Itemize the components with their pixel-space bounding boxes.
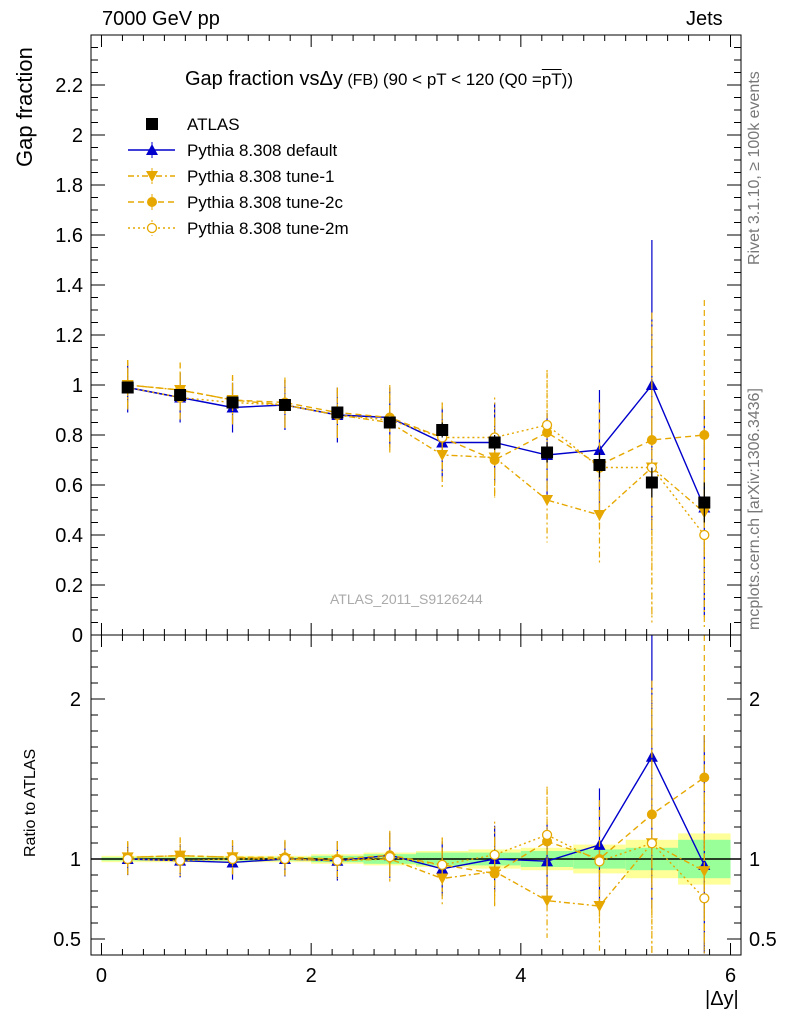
series-atlas-point: [331, 406, 344, 419]
series-atlas-point: [593, 459, 606, 471]
series-tune2m-ratio-point: [174, 855, 186, 866]
x-tick-label: 0: [96, 965, 107, 987]
legend-marker-atlas: [146, 118, 158, 130]
series-tune1-point: [541, 495, 554, 506]
title-overline: pT: [541, 70, 562, 89]
y-axis-title-main: Gap fraction: [12, 47, 37, 167]
legend-label-tune1: Pythia 8.308 tune-1: [187, 167, 334, 186]
series-atlas-point: [121, 381, 134, 394]
series-tune2m-line: [127, 386, 705, 536]
series-atlas-point: [278, 399, 291, 411]
mcplots-label: mcplots.cern.ch [arXiv:1306.3436]: [746, 388, 763, 630]
series-tune2c-ratio-point: [699, 772, 710, 783]
y-tick-label-ratio-right: 2: [749, 689, 760, 711]
header-process: Jets: [686, 8, 723, 30]
series-default-ratio-line: [127, 755, 705, 870]
y-tick-label-main: 1.2: [55, 325, 83, 347]
series-tune2c-point: [489, 455, 500, 465]
y-tick-label-main: 0.8: [55, 425, 83, 447]
series-default-line: [127, 383, 705, 508]
ratio-panel-frame: [90, 634, 742, 956]
series-tune2m-ratio-point: [541, 829, 553, 841]
series-tune1-line: [127, 384, 705, 516]
legend-marker-default: [146, 144, 158, 155]
series-tune2m-ratio-point: [437, 859, 448, 871]
series-tune2m-ratio-point: [699, 893, 710, 904]
series-tune2m-ratio-point: [332, 855, 343, 866]
y-tick-label-main: 0.2: [55, 575, 83, 597]
y-tick-label-main: 1: [72, 375, 83, 397]
series-tune2c-point: [542, 427, 553, 438]
y-tick-label-ratio: 2: [70, 689, 81, 711]
legend-marker-tune2m: [146, 222, 158, 234]
legend-label-tune2m: Pythia 8.308 tune-2m: [187, 219, 349, 238]
series-atlas-point: [541, 446, 554, 459]
y-tick-label-main: 1.8: [55, 175, 83, 197]
analysis-watermark: ATLAS_2011_S9126244: [330, 591, 483, 607]
series-tune2c-line: [127, 384, 705, 466]
series-atlas-point: [174, 389, 187, 401]
y-tick-label-main: 2.2: [55, 75, 83, 97]
legend-label-tune2c: Pythia 8.308 tune-2c: [187, 193, 343, 212]
series-tune2m-point: [541, 419, 553, 431]
y-tick-label-main: 0: [72, 625, 83, 647]
title-rest: (90 < pT < 120 (Q0 =: [382, 70, 542, 89]
legend-label-default: Pythia 8.308 default: [187, 141, 338, 160]
series-atlas-point: [645, 476, 658, 489]
title-small: (FB): [342, 72, 383, 89]
title-end: )): [561, 70, 573, 89]
series-tune2m-ratio-line: [127, 834, 705, 899]
series-tune2m-ratio-point: [594, 856, 605, 867]
chart-title: Gap fraction vsΔy (FB) (90 < pT < 120 (Q…: [185, 68, 573, 91]
series-atlas-point: [383, 416, 396, 429]
series-tune1-ratio-point: [698, 866, 711, 878]
y-tick-label-main: 0.4: [55, 525, 83, 547]
series-tune2m-point: [699, 529, 710, 541]
series-atlas-point: [488, 436, 501, 449]
header-energy: 7000 GeV pp: [102, 8, 220, 30]
y-tick-label-main: 0.6: [55, 475, 83, 497]
y-tick-label-ratio-right: 1: [749, 849, 760, 871]
y-tick-label-main: 1.4: [55, 275, 83, 297]
title-main: Gap fraction vsΔy: [185, 68, 343, 90]
y-tick-label-ratio-right: 0.5: [749, 929, 777, 951]
series-tune2m-ratio-point: [384, 851, 395, 863]
series-tune2m-ratio-point: [646, 838, 658, 849]
legend-label-atlas: ATLAS: [187, 115, 240, 134]
x-tick-label: 6: [725, 965, 736, 987]
series-tune1-ratio-line: [127, 842, 705, 907]
series-tune2m-ratio-point: [227, 853, 238, 865]
series-atlas-point: [436, 424, 449, 436]
series-atlas-point: [698, 496, 711, 509]
series-tune2m-ratio-point: [279, 853, 291, 865]
y-tick-label-ratio: 0.5: [53, 929, 81, 951]
series-tune2c-point: [699, 430, 710, 440]
y-axis-title-ratio: Ratio to ATLAS: [22, 748, 39, 857]
x-axis-title: |Δy|: [705, 988, 739, 1010]
series-tune2c-ratio-point: [646, 809, 657, 820]
series-tune1-ratio-point: [541, 895, 554, 907]
series-tune2m-ratio-point: [489, 849, 500, 860]
legend-marker-tune1: [146, 171, 158, 182]
series-tune2c-point: [646, 435, 657, 445]
y-tick-label-ratio: 1: [70, 849, 81, 871]
x-tick-label: 2: [306, 965, 317, 987]
x-tick-label: 4: [515, 965, 526, 987]
y-tick-label-main: 2: [72, 125, 83, 147]
rivet-version-label: Rivet 3.1.10, ≥ 100k events: [746, 71, 763, 265]
series-tune2m-ratio-point: [122, 853, 133, 865]
y-tick-label-main: 1.6: [55, 225, 83, 247]
series-atlas-point: [226, 396, 239, 409]
legend-marker-tune2c: [147, 197, 157, 207]
